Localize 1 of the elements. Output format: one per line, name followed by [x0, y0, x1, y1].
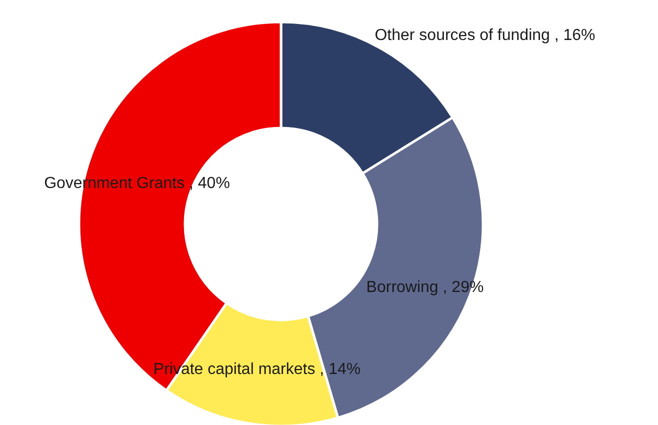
slice-label: Other sources of funding , 16%: [374, 26, 596, 46]
